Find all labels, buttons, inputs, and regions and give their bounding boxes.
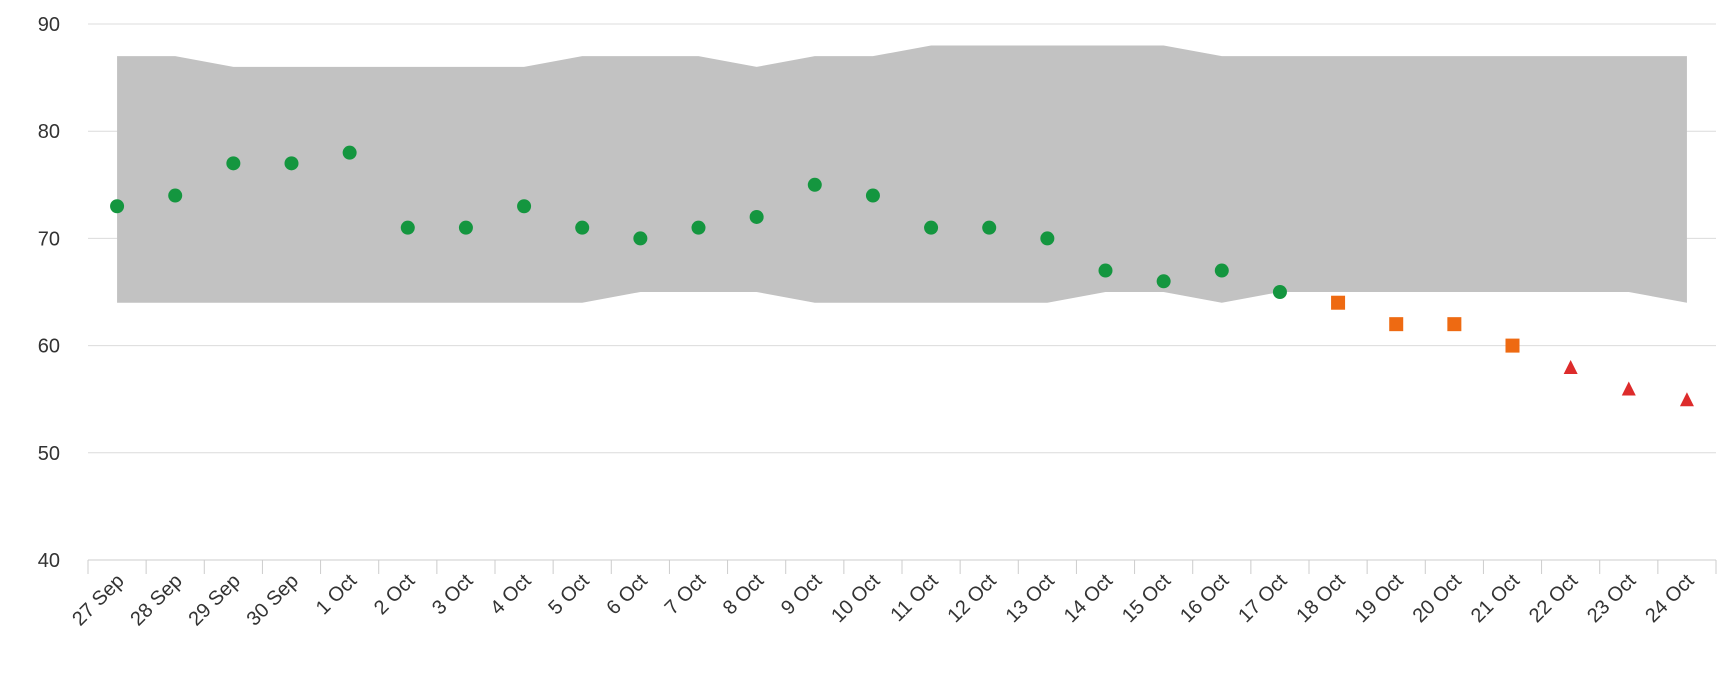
x-tick-label: 29 Sep (185, 570, 245, 630)
x-tick-label: 9 Oct (777, 570, 827, 620)
data-point-circle (982, 220, 997, 235)
x-tick-label: 6 Oct (603, 570, 653, 620)
x-tick-label: 21 Oct (1467, 570, 1525, 628)
data-point-circle (924, 220, 939, 235)
data-point-circle (1040, 231, 1055, 246)
data-point-circle (575, 220, 590, 235)
x-tick-label: 23 Oct (1583, 570, 1641, 628)
x-tick-label: 3 Oct (428, 570, 478, 620)
x-tick-label: 30 Sep (243, 570, 303, 630)
y-tick-label: 40 (38, 550, 60, 572)
data-point-square (1447, 317, 1462, 332)
data-point-triangle (1563, 360, 1578, 375)
x-tick-label: 15 Oct (1118, 570, 1176, 628)
range-band-area (117, 45, 1687, 303)
x-tick-label: 13 Oct (1002, 570, 1060, 628)
data-point-circle (517, 199, 532, 214)
data-point-triangle (1621, 381, 1636, 396)
data-point-circle (807, 177, 822, 192)
x-tick-label: 19 Oct (1351, 570, 1409, 628)
data-point-circle (749, 209, 764, 224)
x-tick-label: 28 Sep (126, 570, 186, 630)
x-tick-label: 10 Oct (827, 570, 885, 628)
x-tick-label: 8 Oct (719, 570, 769, 620)
x-tick-label: 17 Oct (1234, 570, 1292, 628)
data-point-circle (110, 199, 125, 214)
x-tick-label: 27 Sep (68, 570, 128, 630)
y-tick-label: 70 (38, 228, 60, 250)
x-tick-label: 18 Oct (1292, 570, 1350, 628)
data-point-square (1331, 295, 1346, 310)
data-point-square (1505, 338, 1520, 353)
data-point-circle (342, 145, 357, 160)
x-tick-label: 5 Oct (544, 570, 594, 620)
x-tick-label: 20 Oct (1409, 570, 1467, 628)
x-tick-label: 2 Oct (370, 570, 420, 620)
data-points (110, 145, 1694, 407)
x-tick-label: 1 Oct (312, 570, 362, 620)
y-tick-label: 60 (38, 336, 60, 358)
x-tick-label: 11 Oct (886, 570, 942, 626)
x-tick-label: 12 Oct (944, 570, 1002, 628)
data-point-triangle (1679, 392, 1694, 407)
data-point-square (1389, 317, 1404, 332)
x-tick-label: 16 Oct (1176, 570, 1234, 628)
data-point-circle (400, 220, 415, 235)
x-tick-label: 22 Oct (1525, 570, 1583, 628)
data-point-circle (284, 156, 299, 171)
y-tick-label: 80 (38, 121, 60, 143)
data-point-circle (691, 220, 706, 235)
data-point-circle (1156, 274, 1171, 289)
data-point-circle (865, 188, 880, 203)
data-point-circle (458, 220, 473, 235)
y-tick-label: 50 (38, 443, 60, 465)
x-tick-label: 7 Oct (661, 570, 711, 620)
y-axis-labels: 40 50 60 70 80 90 (38, 14, 60, 572)
data-point-circle (633, 231, 648, 246)
x-tick-label: 14 Oct (1060, 570, 1118, 628)
data-point-circle (168, 188, 183, 203)
data-point-circle (1214, 263, 1229, 278)
x-tick-label: 4 Oct (486, 570, 536, 620)
data-point-circle (1272, 285, 1287, 299)
range-band (117, 45, 1687, 303)
x-tick-label: 24 Oct (1641, 570, 1699, 628)
y-tick-label: 90 (38, 14, 60, 36)
data-point-circle (1098, 263, 1113, 278)
data-point-circle (226, 156, 241, 171)
